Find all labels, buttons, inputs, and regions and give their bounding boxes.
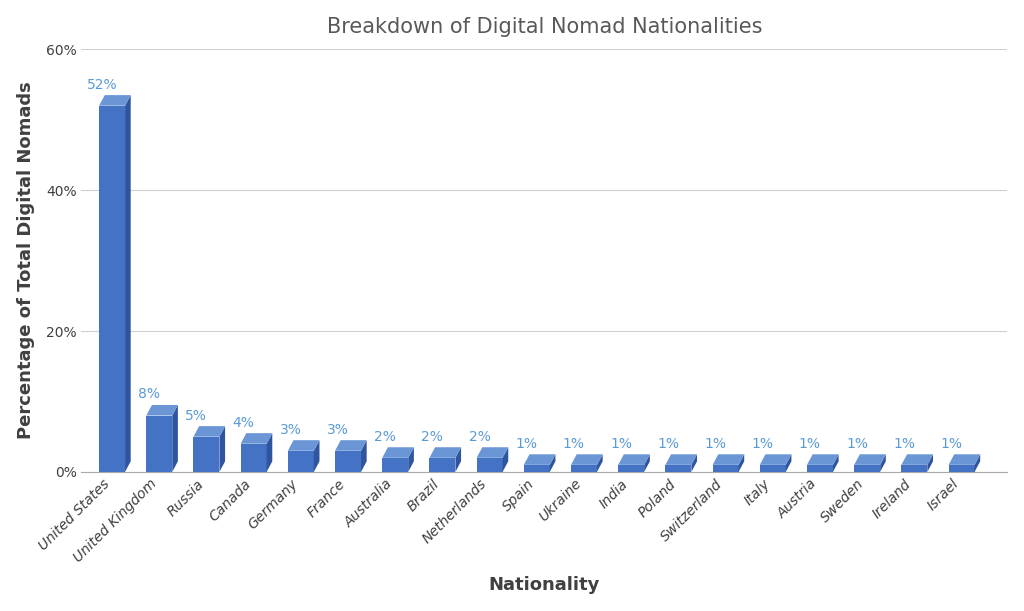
Polygon shape: [125, 95, 131, 472]
Polygon shape: [456, 461, 461, 472]
Text: 2%: 2%: [469, 430, 490, 444]
Polygon shape: [266, 461, 272, 472]
Polygon shape: [429, 447, 461, 458]
Polygon shape: [550, 454, 555, 472]
Polygon shape: [901, 465, 928, 472]
Polygon shape: [928, 454, 933, 472]
Polygon shape: [266, 433, 272, 472]
Text: 2%: 2%: [421, 430, 443, 444]
Polygon shape: [361, 461, 367, 472]
Polygon shape: [313, 440, 319, 472]
Polygon shape: [597, 454, 603, 472]
Polygon shape: [881, 461, 886, 472]
Polygon shape: [409, 461, 414, 472]
Text: 5%: 5%: [185, 409, 207, 423]
Polygon shape: [666, 454, 697, 465]
Polygon shape: [785, 454, 792, 472]
Polygon shape: [666, 465, 691, 472]
Polygon shape: [146, 415, 172, 472]
Text: 1%: 1%: [752, 437, 774, 451]
Text: 1%: 1%: [563, 437, 585, 451]
Polygon shape: [571, 454, 603, 465]
Polygon shape: [881, 454, 886, 472]
Polygon shape: [854, 465, 881, 472]
Text: 3%: 3%: [327, 423, 349, 437]
Polygon shape: [738, 454, 744, 472]
Polygon shape: [99, 95, 131, 106]
Polygon shape: [524, 465, 550, 472]
Polygon shape: [99, 106, 125, 472]
Polygon shape: [901, 454, 933, 465]
Polygon shape: [146, 405, 178, 415]
Text: 1%: 1%: [940, 437, 963, 451]
Text: 1%: 1%: [893, 437, 915, 451]
Text: 1%: 1%: [657, 437, 679, 451]
Polygon shape: [644, 454, 650, 472]
Title: Breakdown of Digital Nomad Nationalities: Breakdown of Digital Nomad Nationalities: [327, 16, 762, 37]
Polygon shape: [644, 461, 650, 472]
Polygon shape: [948, 465, 975, 472]
Polygon shape: [456, 447, 461, 472]
Polygon shape: [760, 454, 792, 465]
Text: 1%: 1%: [610, 437, 632, 451]
Polygon shape: [476, 458, 503, 472]
Polygon shape: [948, 454, 980, 465]
Polygon shape: [288, 440, 319, 451]
Polygon shape: [429, 458, 456, 472]
Polygon shape: [172, 461, 178, 472]
Polygon shape: [618, 454, 650, 465]
Text: 4%: 4%: [232, 415, 254, 430]
Polygon shape: [785, 461, 792, 472]
Polygon shape: [382, 447, 414, 458]
Polygon shape: [194, 437, 219, 472]
Text: 2%: 2%: [374, 430, 396, 444]
Polygon shape: [476, 447, 508, 458]
Polygon shape: [738, 461, 744, 472]
Text: 1%: 1%: [799, 437, 821, 451]
Polygon shape: [503, 461, 508, 472]
Polygon shape: [125, 461, 131, 472]
Polygon shape: [691, 461, 697, 472]
Text: 3%: 3%: [280, 423, 302, 437]
Polygon shape: [524, 454, 555, 465]
Polygon shape: [335, 451, 361, 472]
Polygon shape: [194, 426, 225, 437]
Polygon shape: [571, 465, 597, 472]
Polygon shape: [833, 461, 839, 472]
Polygon shape: [313, 461, 319, 472]
Polygon shape: [288, 451, 313, 472]
Polygon shape: [760, 465, 785, 472]
Y-axis label: Percentage of Total Digital Nomads: Percentage of Total Digital Nomads: [16, 82, 35, 439]
Polygon shape: [172, 405, 178, 472]
Polygon shape: [618, 465, 644, 472]
Polygon shape: [241, 444, 266, 472]
Polygon shape: [503, 447, 508, 472]
Polygon shape: [807, 454, 839, 465]
Text: 8%: 8%: [138, 387, 160, 401]
Polygon shape: [409, 447, 414, 472]
Polygon shape: [241, 433, 272, 444]
Polygon shape: [219, 426, 225, 472]
Polygon shape: [382, 458, 409, 472]
Polygon shape: [335, 440, 367, 451]
Polygon shape: [854, 454, 886, 465]
Text: 1%: 1%: [516, 437, 538, 451]
Polygon shape: [550, 461, 555, 472]
Polygon shape: [219, 461, 225, 472]
Polygon shape: [833, 454, 839, 472]
X-axis label: Nationality: Nationality: [488, 576, 600, 595]
Polygon shape: [691, 454, 697, 472]
Polygon shape: [361, 440, 367, 472]
Polygon shape: [928, 461, 933, 472]
Polygon shape: [975, 454, 980, 472]
Polygon shape: [713, 465, 738, 472]
Polygon shape: [975, 461, 980, 472]
Polygon shape: [597, 461, 603, 472]
Polygon shape: [713, 454, 744, 465]
Text: 1%: 1%: [846, 437, 868, 451]
Polygon shape: [807, 465, 833, 472]
Text: 1%: 1%: [705, 437, 726, 451]
Text: 52%: 52%: [87, 78, 117, 92]
